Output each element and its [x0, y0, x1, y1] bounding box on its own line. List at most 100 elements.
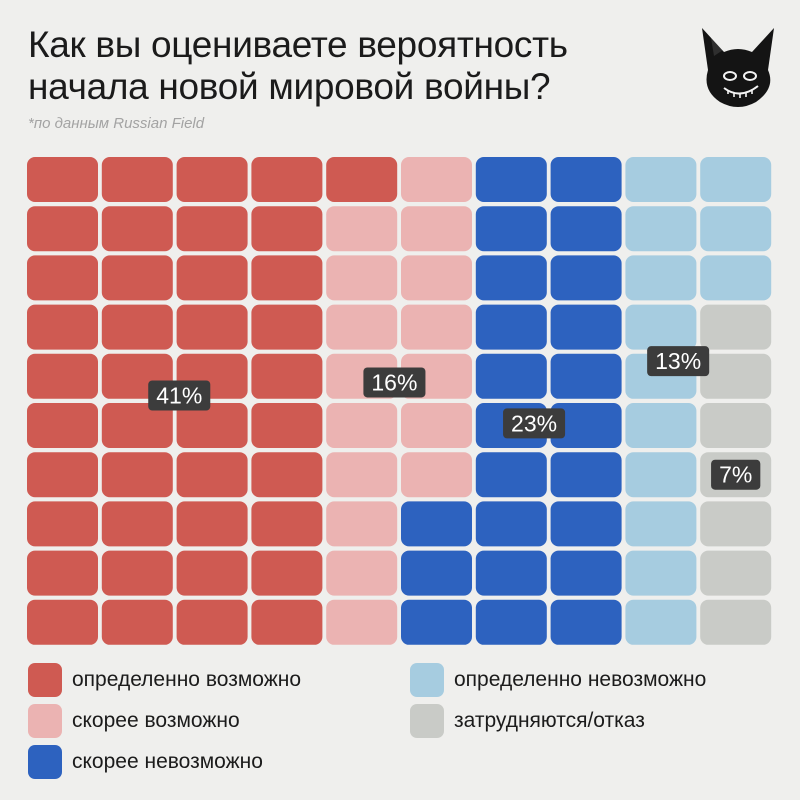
waffle-cell-1	[251, 599, 323, 645]
value-label-2: 16%	[363, 367, 426, 398]
dark-creature-mascot-icon	[702, 28, 774, 107]
waffle-cell-4	[700, 255, 772, 301]
waffle-cell-1	[101, 304, 173, 350]
waffle-cell-3	[550, 304, 622, 350]
legend-label-4: определенно невозможно	[454, 668, 707, 691]
waffle-cell-1	[176, 255, 248, 301]
waffle-cell-1	[176, 599, 248, 645]
legend-label-1: определенно возможно	[72, 668, 302, 691]
page-title: Как вы оцениваете вероятность начала нов…	[28, 24, 668, 108]
waffle-cell-1	[251, 353, 323, 399]
waffle-cell-1	[101, 550, 173, 596]
waffle-cell-1	[251, 403, 323, 448]
waffle-cell-3	[550, 157, 622, 202]
waffle-cell-1	[27, 206, 98, 252]
waffle-cell-3	[401, 550, 472, 596]
waffle-cell-2	[401, 452, 472, 498]
waffle-cell-1	[27, 550, 98, 596]
waffle-cell-2	[401, 255, 472, 301]
waffle-cell-2	[326, 403, 398, 448]
waffle-cell-5	[700, 304, 772, 350]
waffle-cell-1	[176, 452, 248, 498]
waffle-cell-2	[326, 255, 398, 301]
waffle-cell-5	[700, 550, 772, 596]
waffle-cell-3	[475, 206, 547, 252]
waffle-cell-1	[101, 501, 173, 547]
waffle-cell-5	[700, 501, 772, 547]
waffle-cell-1	[251, 304, 323, 350]
waffle-cell-3	[550, 452, 622, 498]
svg-text:41%: 41%	[156, 383, 202, 409]
value-label-3: 23%	[503, 408, 566, 439]
waffle-cell-2	[401, 206, 472, 252]
waffle-cell-1	[101, 157, 173, 202]
legend-swatch-3	[28, 745, 62, 779]
waffle-cell-1	[176, 206, 248, 252]
waffle-cell-4	[625, 157, 697, 202]
waffle-cell-2	[326, 206, 398, 252]
waffle-cell-1	[101, 599, 173, 645]
waffle-cell-1	[176, 550, 248, 596]
waffle-cell-5	[700, 403, 772, 448]
waffle-cell-3	[550, 206, 622, 252]
source-note: *по данным Russian Field	[28, 115, 205, 132]
waffle-cell-1	[27, 599, 98, 645]
waffle-cell-4	[625, 304, 697, 350]
legend-label-3: скорее невозможно	[72, 750, 263, 773]
value-label-5: 7%	[711, 459, 761, 490]
legend-label-2: скорее возможно	[72, 709, 240, 732]
svg-text:7%: 7%	[719, 462, 752, 488]
waffle-cell-4	[625, 403, 697, 448]
waffle-cell-2	[326, 599, 398, 645]
waffle-cell-3	[475, 452, 547, 498]
waffle-cell-4	[700, 157, 772, 202]
legend-item-2: скорее возможно	[28, 704, 240, 738]
waffle-cell-1	[101, 255, 173, 301]
waffle-cell-3	[475, 255, 547, 301]
waffle-cell-2	[326, 304, 398, 350]
waffle-cell-4	[625, 452, 697, 498]
waffle-cell-3	[550, 599, 622, 645]
waffle-cell-3	[550, 403, 622, 448]
waffle-cell-5	[700, 599, 772, 645]
waffle-cell-3	[550, 550, 622, 596]
waffle-cell-1	[27, 304, 98, 350]
waffle-cell-3	[475, 599, 547, 645]
waffle-cell-4	[625, 501, 697, 547]
waffle-cell-2	[326, 452, 398, 498]
waffle-cell-1	[251, 255, 323, 301]
waffle-cell-1	[101, 403, 173, 448]
waffle-cell-1	[101, 206, 173, 252]
value-label-4: 13%	[647, 346, 710, 377]
waffle-cell-1	[326, 157, 398, 202]
waffle-cell-1	[251, 501, 323, 547]
waffle-cell-1	[27, 157, 98, 202]
waffle-cell-2	[401, 304, 472, 350]
title-line-1: Как вы оцениваете вероятность	[28, 24, 568, 65]
waffle-cell-5	[700, 353, 772, 399]
waffle-cell-3	[550, 255, 622, 301]
title-line-2: начала новой мировой войны?	[28, 66, 551, 107]
waffle-cell-3	[475, 157, 547, 202]
waffle-cell-1	[251, 550, 323, 596]
waffle-cell-1	[27, 353, 98, 399]
waffle-cell-1	[27, 501, 98, 547]
waffle-cell-1	[251, 206, 323, 252]
legend-item-4: определенно невозможно	[410, 663, 706, 697]
waffle-cell-4	[625, 599, 697, 645]
legend-swatch-5	[410, 704, 444, 738]
waffle-cell-1	[27, 403, 98, 448]
waffle-cell-1	[27, 255, 98, 301]
waffle-cell-3	[475, 353, 547, 399]
waffle-cell-1	[176, 304, 248, 350]
waffle-cell-2	[401, 403, 472, 448]
legend-item-5: затрудняются/отказ	[410, 704, 645, 738]
waffle-cell-1	[101, 452, 173, 498]
legend-item-3: скорее невозможно	[28, 745, 263, 779]
waffle-cell-4	[700, 206, 772, 252]
waffle-cell-2	[326, 550, 398, 596]
svg-text:23%: 23%	[511, 410, 557, 436]
value-label-1: 41%	[148, 380, 211, 411]
svg-text:13%: 13%	[655, 348, 701, 374]
